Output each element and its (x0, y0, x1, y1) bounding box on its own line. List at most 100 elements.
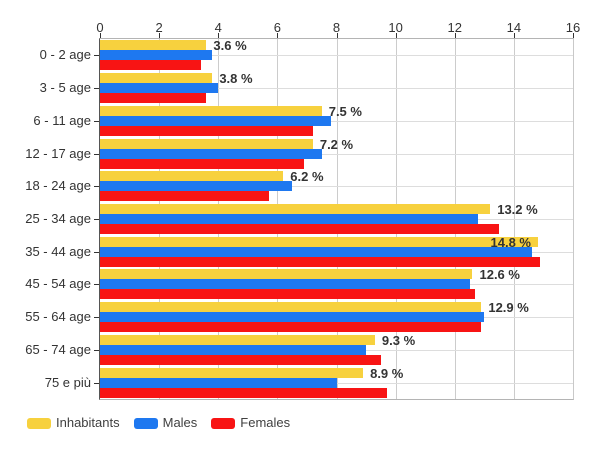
gridline-horizontal (100, 153, 573, 155)
x-axis-tick-mark (159, 33, 161, 38)
x-axis-tick-mark (454, 33, 456, 38)
category-label: 35 - 44 age (25, 243, 91, 259)
x-axis-tick-label: 2 (155, 20, 163, 35)
bar-females (100, 354, 381, 365)
bar-inhabitants (100, 105, 322, 116)
bar-males (100, 148, 322, 159)
x-axis-tick-mark (395, 33, 397, 38)
bar-females (100, 387, 387, 398)
category-label: 75 e più (44, 374, 91, 390)
category-label: 65 - 74 age (25, 341, 91, 357)
value-label: 6.2 % (290, 169, 324, 185)
y-axis-tick-mark (94, 219, 99, 220)
y-axis-tick-mark (94, 317, 99, 319)
category-label: 12 - 17 age (25, 145, 91, 161)
x-axis-tick-label: 16 (565, 20, 581, 35)
category-label: 45 - 54 age (25, 276, 91, 292)
bar-inhabitants (100, 334, 375, 345)
bar-males (100, 83, 219, 94)
x-axis-tick-mark (100, 33, 101, 38)
y-axis-tick-mark (94, 284, 99, 286)
x-axis-tick-label: 8 (332, 20, 341, 35)
bar-inhabitants (100, 73, 213, 84)
gridline-horizontal (100, 120, 573, 122)
bar-males (100, 312, 485, 323)
bar-inhabitants (100, 138, 313, 149)
bar-males (100, 181, 293, 192)
category-label: 25 - 34 age (25, 211, 91, 226)
x-axis-tick-label: 0 (96, 20, 104, 35)
legend-label: Females (240, 415, 291, 430)
x-axis-tick-label: 12 (447, 20, 462, 35)
bar-males (100, 50, 213, 61)
gridline-horizontal (100, 55, 573, 57)
bar-females (100, 322, 482, 333)
gridline-horizontal (100, 382, 573, 384)
gridline-horizontal (100, 88, 573, 90)
y-axis-tick-mark (94, 349, 99, 351)
legend-swatch-inhabitants (27, 417, 51, 429)
y-axis-tick-mark (94, 251, 99, 253)
bar-females (100, 93, 207, 104)
bar-females (100, 256, 541, 267)
bar-males (100, 115, 331, 126)
x-axis-tick-label: 6 (273, 20, 281, 35)
legend-item-inhabitants: Inhabitants (27, 416, 120, 430)
value-label: 8.9 % (370, 365, 404, 381)
x-axis-tick-mark (513, 33, 515, 38)
value-label: 3.6 % (213, 38, 247, 54)
x-axis-tick-mark (277, 33, 279, 38)
legend-swatch-males (133, 417, 158, 429)
bar-inhabitants (100, 236, 538, 247)
bar-females (100, 125, 313, 136)
x-axis-tick-mark (573, 33, 574, 38)
x-axis-tick-mark (218, 33, 220, 38)
category-label: 3 - 5 age (39, 80, 91, 96)
bar-females (100, 191, 269, 202)
bar-females (100, 289, 476, 300)
bar-inhabitants (100, 171, 284, 182)
y-axis-tick-mark (94, 186, 99, 188)
x-axis-tick-label: 4 (214, 20, 222, 35)
bar-females (100, 224, 500, 234)
value-label: 12.6 % (479, 267, 520, 283)
value-label: 7.5 % (328, 103, 362, 119)
x-axis-tick-mark (336, 33, 338, 38)
x-axis-tick-label: 10 (388, 20, 403, 35)
bar-males (100, 344, 367, 355)
bar-inhabitants (100, 302, 482, 313)
value-label: 9.3 % (381, 332, 416, 348)
bar-inhabitants (100, 269, 473, 280)
bar-males (100, 214, 479, 224)
value-label: 13.2 % (497, 202, 538, 217)
bar-males (100, 246, 532, 257)
legend-label: Males (162, 415, 198, 430)
bar-inhabitants (100, 204, 491, 214)
y-axis-tick-mark (94, 382, 99, 384)
bar-inhabitants (100, 367, 364, 378)
value-label: 14.8 % (490, 234, 531, 250)
bar-males (100, 377, 337, 388)
value-label: 7.2 % (319, 136, 354, 152)
gridline-horizontal (100, 186, 573, 188)
y-axis-tick-mark (94, 55, 99, 57)
bar-males (100, 279, 470, 290)
category-label: 0 - 2 age (39, 47, 91, 63)
plot-area: 3.6 % 3.8 % 7.5 % 7.2 % 6.2 % 13.2 % 14.8 % 12.… (99, 38, 574, 400)
y-axis-tick-mark (94, 120, 99, 122)
legend: Inhabitants Males Females (27, 416, 290, 430)
category-label: 55 - 64 age (25, 309, 91, 325)
x-axis-tick-label: 14 (506, 20, 522, 35)
bar-females (100, 158, 304, 169)
category-label: 6 - 11 age (33, 112, 91, 128)
bar-females (100, 60, 201, 71)
y-axis-tick-mark (94, 88, 99, 90)
legend-swatch-females (211, 417, 236, 429)
value-label: 3.8 % (219, 71, 253, 87)
legend-item-females: Females (211, 416, 290, 430)
legend-item-males: Males (133, 415, 198, 430)
bar-inhabitants (100, 40, 207, 51)
legend-label: Inhabitants (56, 415, 120, 430)
category-label: 18 - 24 age (25, 178, 91, 194)
